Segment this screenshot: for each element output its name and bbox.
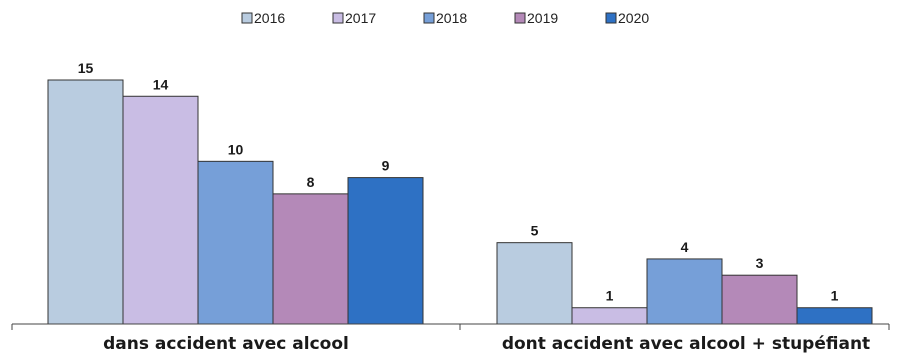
legend-swatch-2018 <box>423 12 435 24</box>
bar-2020-group-1 <box>347 177 424 325</box>
legend-label-2020: 2020 <box>618 10 649 26</box>
value-label-2019-group-2: 3 <box>756 255 764 271</box>
value-label-2018-group-2: 4 <box>681 239 689 255</box>
legend-swatch-2019 <box>514 12 526 24</box>
value-label-2020-group-1: 9 <box>382 158 390 174</box>
bar-2019-group-2 <box>721 274 798 325</box>
value-label-2018-group-1: 10 <box>228 141 244 157</box>
value-label-2016-group-2: 5 <box>531 223 539 239</box>
legend-label-2017: 2017 <box>345 10 376 26</box>
bar-2017-group-2 <box>571 307 648 325</box>
bar-2017-group-1 <box>122 95 199 325</box>
legend-label-2016: 2016 <box>254 10 285 26</box>
legend-label-2018: 2018 <box>436 10 467 26</box>
legend: 2016 2017 2018 2019 2020 <box>241 10 649 26</box>
bar-2018-group-2 <box>646 258 723 325</box>
legend-label-2019: 2019 <box>527 10 558 26</box>
category-label-1: dans accident avec alcool <box>103 334 349 354</box>
value-label-2017-group-2: 1 <box>606 288 614 304</box>
value-label-2016-group-1: 15 <box>78 60 94 76</box>
bar-2018-group-1 <box>197 160 274 325</box>
bars <box>47 79 873 325</box>
value-label-2020-group-2: 1 <box>831 288 839 304</box>
category-label-2: dont accident avec alcool + stupéfiant <box>502 334 870 354</box>
bar-2020-group-2 <box>796 307 873 325</box>
bar-2016-group-1 <box>47 79 124 325</box>
legend-swatch-2016 <box>241 12 253 24</box>
bar-2019-group-1 <box>272 193 349 325</box>
value-label-2017-group-1: 14 <box>153 76 169 92</box>
bar-2016-group-2 <box>496 242 573 325</box>
legend-swatch-2020 <box>605 12 617 24</box>
legend-swatch-2017 <box>332 12 344 24</box>
category-labels: dans accident avec alcool dont accident a… <box>103 334 870 354</box>
value-label-2019-group-1: 8 <box>307 174 315 190</box>
